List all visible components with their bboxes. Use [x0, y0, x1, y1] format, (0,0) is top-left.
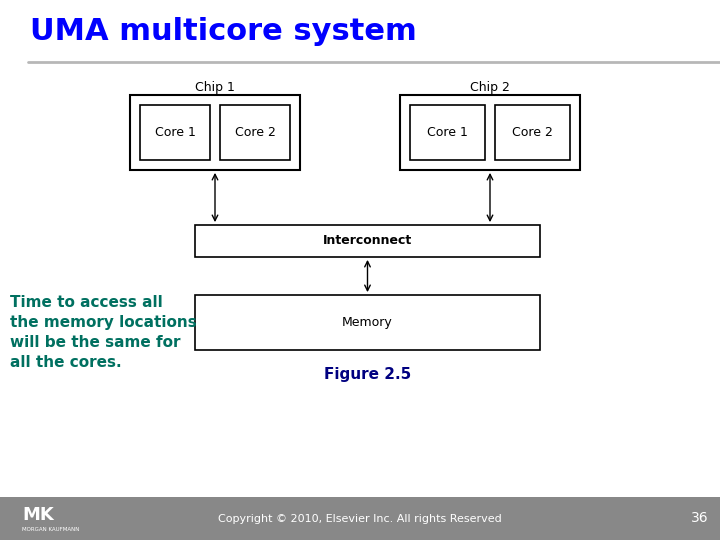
Text: Core 1: Core 1 [427, 126, 468, 139]
Text: Core 1: Core 1 [155, 126, 195, 139]
Text: all the cores.: all the cores. [10, 355, 122, 370]
Text: Core 2: Core 2 [235, 126, 276, 139]
Bar [195, 225, 540, 257]
Text: Figure 2.5: Figure 2.5 [324, 368, 411, 382]
Text: 36: 36 [691, 511, 708, 525]
Bar [410, 105, 485, 160]
Text: Interconnect: Interconnect [323, 234, 412, 247]
Text: Chip 2: Chip 2 [470, 80, 510, 93]
Text: MORGAN KAUFMANN: MORGAN KAUFMANN [22, 526, 79, 532]
Text: Time to access all: Time to access all [10, 295, 163, 310]
Text: UMA multicore system: UMA multicore system [30, 17, 417, 46]
Bar [400, 95, 580, 170]
Text: Chip 1: Chip 1 [195, 80, 235, 93]
Bar [0, 497, 720, 540]
Bar [495, 105, 570, 160]
Text: will be the same for: will be the same for [10, 335, 181, 350]
Text: Core 2: Core 2 [512, 126, 553, 139]
Bar [130, 95, 300, 170]
Bar [140, 105, 210, 160]
Text: MK: MK [22, 506, 54, 524]
Text: Copyright © 2010, Elsevier Inc. All rights Reserved: Copyright © 2010, Elsevier Inc. All righ… [218, 514, 502, 523]
Bar [220, 105, 290, 160]
Text: the memory locations: the memory locations [10, 315, 197, 330]
Text: Memory: Memory [342, 316, 393, 329]
Bar [195, 295, 540, 350]
